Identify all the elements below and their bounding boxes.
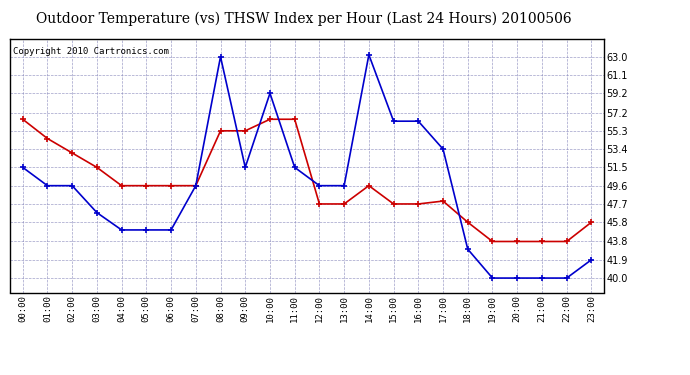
Text: Copyright 2010 Cartronics.com: Copyright 2010 Cartronics.com	[13, 47, 169, 56]
Text: Outdoor Temperature (vs) THSW Index per Hour (Last 24 Hours) 20100506: Outdoor Temperature (vs) THSW Index per …	[36, 11, 571, 26]
